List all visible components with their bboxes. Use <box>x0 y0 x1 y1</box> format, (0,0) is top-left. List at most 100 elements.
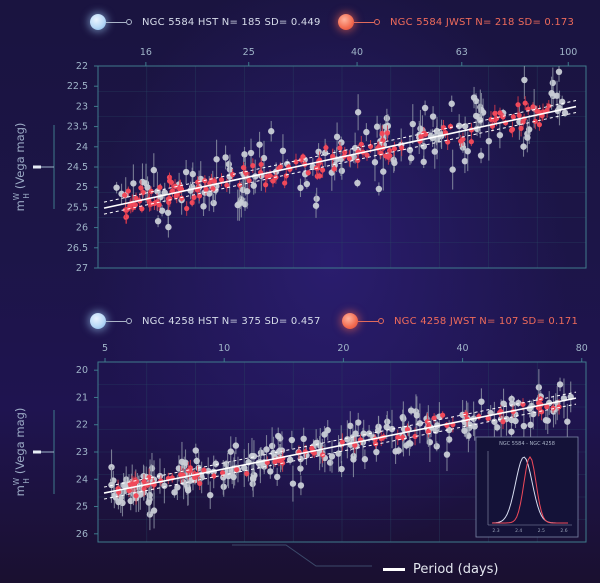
jwst-point <box>184 205 190 212</box>
hst-point <box>373 123 381 130</box>
inset-jwst-curve <box>492 456 568 524</box>
jwst-point <box>146 474 152 481</box>
hst-point <box>549 79 557 87</box>
hst-point <box>373 448 380 456</box>
jwst-point <box>201 467 207 473</box>
hst-point <box>158 207 166 214</box>
y-tick-label: 22 <box>76 420 88 431</box>
hst-point <box>354 179 361 187</box>
hst-point <box>315 148 322 155</box>
hst-point <box>243 188 251 195</box>
hst-point <box>461 157 469 165</box>
hst-point <box>260 154 268 162</box>
jwst-point <box>300 154 306 160</box>
x-tick-label: 25 <box>243 47 255 58</box>
hst-point <box>555 68 563 76</box>
jwst-point <box>534 108 540 114</box>
jwst-marker-icon <box>342 313 358 329</box>
hst-point <box>455 122 463 130</box>
hst-point <box>363 128 370 136</box>
hst-point <box>288 436 296 444</box>
hst-point <box>493 424 501 431</box>
jwst-point <box>458 138 464 144</box>
hst-point <box>429 113 437 120</box>
hst-point <box>286 456 294 463</box>
jwst-point <box>272 459 278 465</box>
inset-title: NGC 5584 - NGC 4258 <box>499 441 555 447</box>
hst-point <box>312 439 320 447</box>
jwst-point <box>395 434 401 440</box>
hst-point <box>413 412 421 419</box>
hst-point <box>234 201 241 209</box>
inset-tick-label: 2.4 <box>515 528 522 534</box>
hst-point <box>165 223 172 231</box>
jwst-point <box>270 178 276 184</box>
hst-point <box>273 473 281 481</box>
jwst-point <box>203 186 209 192</box>
jwst-point <box>219 470 226 476</box>
hst-point <box>433 127 441 135</box>
hst-point <box>500 400 507 407</box>
jwst-point <box>536 400 542 406</box>
jwst-point <box>309 445 315 451</box>
jwst-point <box>485 415 491 422</box>
hst-point <box>257 449 265 456</box>
hst-point <box>289 480 297 487</box>
hst-point <box>384 418 391 425</box>
hst-point <box>207 491 214 499</box>
hst-point <box>115 498 122 506</box>
hst-point <box>391 159 398 167</box>
hst-point <box>297 482 305 489</box>
hst-point <box>375 185 383 193</box>
hst-point <box>556 381 564 388</box>
hst-point <box>184 487 192 494</box>
jwst-point <box>293 159 299 165</box>
jwst-point <box>240 164 247 171</box>
hst-point <box>371 159 379 166</box>
jwst-point <box>189 200 195 206</box>
legend-connector <box>106 320 126 322</box>
y-tick-label: 26.5 <box>67 243 88 254</box>
fit-line-upper-bound <box>103 100 577 203</box>
jwst-point <box>244 470 250 477</box>
jwst-point <box>157 184 163 190</box>
hst-point <box>150 166 158 174</box>
inset-tick-label: 2.6 <box>560 528 567 534</box>
hst-point <box>300 435 307 443</box>
jwst-point <box>378 150 384 156</box>
hst-point <box>508 428 515 435</box>
y-tick-label: 23 <box>76 101 88 112</box>
hst-point <box>392 448 399 455</box>
hst-point <box>328 453 336 460</box>
hst-point <box>182 168 190 176</box>
jwst-point <box>323 145 329 151</box>
hst-point <box>303 180 311 188</box>
hst-point <box>361 456 369 463</box>
jwst-point <box>208 177 215 183</box>
x-tick-label: 10 <box>218 343 230 354</box>
fit-line <box>103 105 577 209</box>
hst-point <box>256 141 263 148</box>
hst-point <box>433 443 440 450</box>
hst-point <box>313 195 320 202</box>
hst-point <box>388 425 396 433</box>
hst-point <box>247 149 255 157</box>
jwst-point <box>156 202 162 208</box>
jwst-point <box>258 161 264 168</box>
jwst-points <box>122 96 552 224</box>
hst-point <box>360 430 367 437</box>
y-axis-bracket-marker <box>33 165 41 169</box>
hst-point <box>192 447 199 454</box>
legend-connector <box>358 320 378 322</box>
hst-point <box>140 472 147 480</box>
jwst-point <box>492 110 498 117</box>
jwst-point <box>168 179 174 186</box>
legend-jwst-top: NGC 5584 JWST N= 218 SD= 0.173 <box>338 11 574 33</box>
hst-point <box>232 442 240 449</box>
jwst-point <box>380 137 386 144</box>
jwst-point <box>530 104 536 110</box>
jwst-point <box>538 409 545 415</box>
hst-point <box>268 128 275 135</box>
hst-point <box>350 456 357 463</box>
hst-point <box>383 115 391 122</box>
